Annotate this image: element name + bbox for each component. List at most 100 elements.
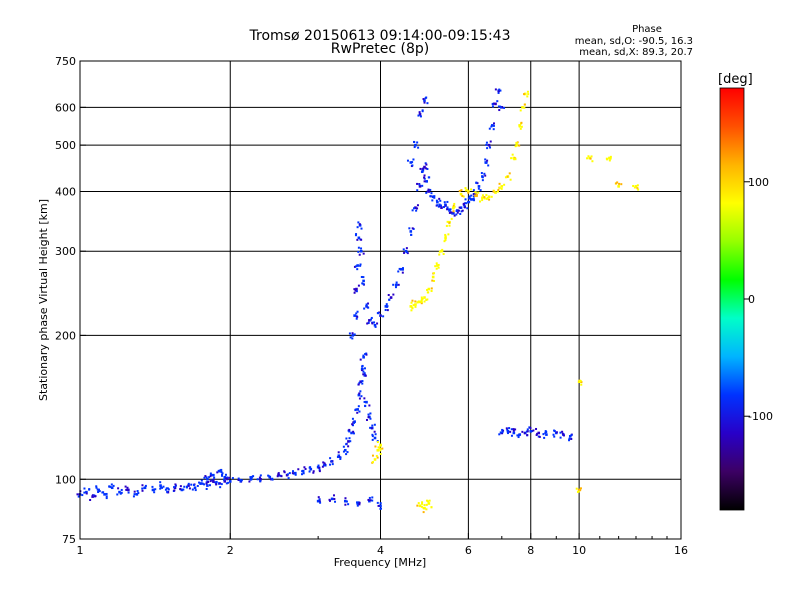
data-point-echo <box>416 301 419 304</box>
data-point-echo <box>240 479 243 482</box>
data-point <box>491 124 494 127</box>
data-point-echo <box>452 210 455 213</box>
data-point-echo <box>366 322 369 325</box>
data-point-echo <box>358 503 361 506</box>
data-point-echo <box>416 204 419 207</box>
data-point-echo <box>408 227 411 230</box>
data-point-echo <box>426 298 429 301</box>
colorbar-tick-label: 100 <box>748 176 769 189</box>
data-point-echo <box>510 434 513 437</box>
data-point-echo <box>427 188 430 191</box>
data-point-echo <box>101 491 104 494</box>
data-point-echo <box>357 246 360 249</box>
phase-stats-o: mean, sd,O: -90.5, 16.3 <box>575 36 693 47</box>
data-point-echo <box>319 501 322 504</box>
data-point-echo <box>271 477 274 480</box>
data-point-echo <box>358 381 361 384</box>
data-point-echo <box>531 430 534 433</box>
data-point-echo <box>251 475 254 478</box>
data-point-echo <box>355 265 358 268</box>
data-point-echo <box>410 309 413 312</box>
data-point-echo <box>258 476 261 479</box>
data-point <box>384 305 388 308</box>
data-point-echo <box>329 457 332 460</box>
data-point-echo <box>401 267 404 270</box>
data-point-echo <box>395 281 398 284</box>
data-point-echo <box>429 195 432 198</box>
data-point-echo <box>277 472 280 475</box>
data-point-echo <box>496 190 499 193</box>
data-point-echo <box>374 325 377 328</box>
data-point-echo <box>485 141 488 144</box>
data-point-echo <box>492 124 495 127</box>
data-point <box>362 355 365 359</box>
data-point-echo <box>294 473 297 476</box>
data-point <box>431 195 435 199</box>
data-point-echo <box>322 464 325 467</box>
data-point-echo <box>378 311 381 314</box>
data-point-echo <box>420 299 423 302</box>
data-point-echo <box>371 461 374 464</box>
data-point-echo <box>472 193 475 196</box>
data-point-echo <box>543 436 546 439</box>
data-point-echo <box>330 460 333 463</box>
data-point-echo <box>466 207 469 210</box>
data-point-echo <box>368 496 371 499</box>
data-point-echo <box>256 478 259 481</box>
data-point-echo <box>405 247 408 250</box>
data-point-echo <box>375 454 378 457</box>
data-point <box>97 488 100 492</box>
data-point <box>423 165 426 169</box>
data-point-echo <box>411 299 414 302</box>
data-point <box>373 323 377 327</box>
phase-stats-title: Phase <box>632 24 662 35</box>
data-point-echo <box>376 456 379 459</box>
data-point-echo <box>483 197 486 200</box>
data-point-echo <box>544 430 547 433</box>
data-point-echo <box>386 309 389 312</box>
data-point-echo <box>402 248 405 251</box>
data-point-echo <box>339 456 342 459</box>
data-point-echo <box>570 434 573 437</box>
data-point-echo <box>423 300 426 303</box>
data-point-echo <box>336 456 339 459</box>
data-point-echo <box>371 435 374 438</box>
data-point-echo <box>384 308 387 311</box>
data-point-echo <box>486 159 489 162</box>
data-point-echo <box>228 476 231 479</box>
data-point-echo <box>513 158 516 161</box>
data-point-echo <box>424 97 427 100</box>
data-point-echo <box>586 157 589 160</box>
data-point-echo <box>344 497 347 500</box>
data-point-echo <box>225 482 228 485</box>
data-point-echo <box>377 504 380 507</box>
data-point-echo <box>412 158 415 161</box>
data-point <box>373 436 377 440</box>
data-point-echo <box>437 205 440 208</box>
data-point-echo <box>182 488 185 491</box>
data-point-echo <box>500 187 503 190</box>
data-point <box>487 143 491 147</box>
data-point-echo <box>436 204 439 207</box>
data-point-echo <box>568 439 571 442</box>
data-point-echo <box>455 209 458 212</box>
data-point-echo <box>459 212 462 215</box>
data-point-echo <box>226 476 229 479</box>
data-point <box>343 448 347 452</box>
data-point-echo <box>356 411 359 414</box>
data-point-echo <box>501 428 504 431</box>
data-point-echo <box>496 100 499 103</box>
data-point <box>206 484 209 487</box>
data-point-echo <box>426 190 429 193</box>
data-point-echo <box>96 488 99 491</box>
data-point-echo <box>227 481 230 484</box>
data-point-echo <box>363 400 366 403</box>
data-point-echo <box>455 213 458 216</box>
data-point-echo <box>206 481 209 484</box>
data-point-echo <box>267 474 270 477</box>
data-point <box>487 195 491 199</box>
data-point-echo <box>110 483 113 486</box>
data-point-echo <box>618 182 621 185</box>
data-point-echo <box>280 475 283 478</box>
data-point-echo <box>510 428 513 431</box>
